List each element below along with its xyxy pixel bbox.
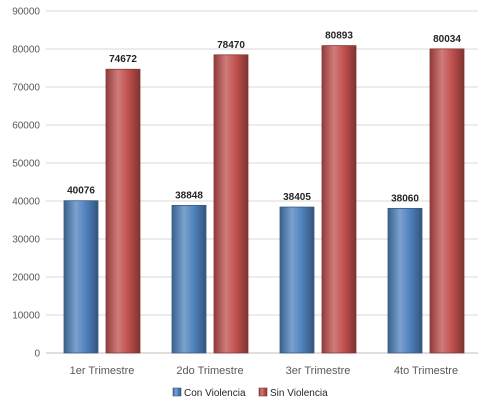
y-tick-label: 90000 — [12, 7, 40, 18]
data-label: 38405 — [283, 192, 311, 203]
bar-sin-violencia — [105, 68, 141, 354]
x-category-label: 3er Trimestre — [286, 365, 351, 377]
y-tick-label: 10000 — [12, 311, 40, 322]
y-tick-label: 60000 — [12, 121, 40, 132]
data-label: 38060 — [391, 193, 419, 204]
x-category-label: 1er Trimestre — [70, 365, 135, 377]
legend-label: Con Violencia — [184, 388, 246, 399]
data-label: 80893 — [325, 31, 353, 42]
legend-swatch — [258, 387, 268, 397]
bar-sin-violencia — [213, 54, 249, 354]
bar-con-violencia — [171, 204, 207, 354]
legend-swatch — [172, 387, 182, 397]
bar-sin-violencia — [321, 45, 357, 354]
y-tick-label: 50000 — [12, 159, 40, 170]
y-tick-label: 80000 — [12, 45, 40, 56]
y-tick-label: 30000 — [12, 235, 40, 246]
y-tick-label: 40000 — [12, 197, 40, 208]
bars — [63, 45, 465, 354]
data-label: 74672 — [109, 54, 137, 65]
y-tick-label: 20000 — [12, 273, 40, 284]
y-tick-label: 0 — [34, 349, 40, 360]
bar-con-violencia — [387, 207, 423, 354]
data-label: 38848 — [175, 190, 203, 201]
bar-con-violencia — [63, 200, 99, 354]
legend: Con Violencia Sin Violencia — [172, 387, 328, 399]
x-category-label: 2do Trimestre — [176, 365, 243, 377]
data-label: 78470 — [217, 40, 245, 51]
bar-con-violencia — [279, 206, 315, 354]
data-label: 80034 — [433, 34, 461, 45]
data-label: 40076 — [67, 186, 95, 197]
legend-label: Sin Violencia — [270, 388, 328, 399]
bar-sin-violencia — [429, 48, 465, 354]
y-tick-label: 70000 — [12, 83, 40, 94]
x-category-label: 4to Trimestre — [394, 365, 458, 377]
data-labels: 40076 74672 38848 78470 38405 80893 38060 80034 — [67, 31, 461, 205]
